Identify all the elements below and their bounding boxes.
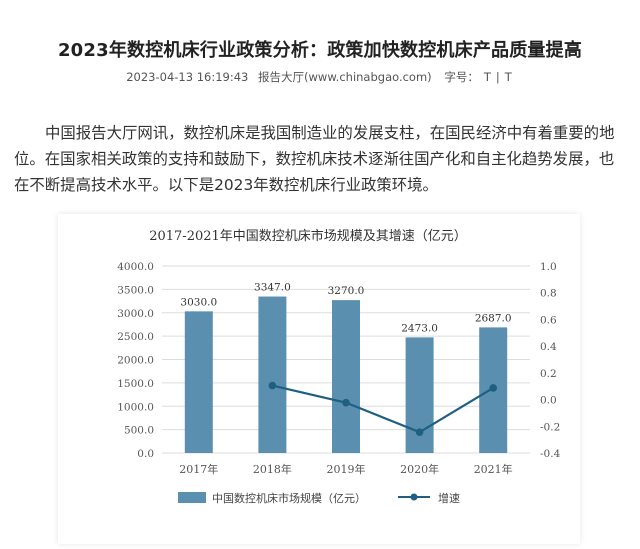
bar xyxy=(184,311,213,453)
x-tick-label: 2021年 xyxy=(474,462,513,476)
article-paragraph: 中国报告大厅网讯，数控机床是我国制造业的发展支柱，在国民经济中有着重要的地位。在… xyxy=(14,124,615,194)
y-right-tick-label: 0.6 xyxy=(540,314,557,326)
chart-title: 2017-2021年中国数控机床市场规模及其增速（亿元） xyxy=(149,228,467,244)
growth-point xyxy=(268,381,277,390)
y-left-tick-label: 2500.0 xyxy=(117,331,154,343)
growth-line xyxy=(272,384,494,434)
y-right-tick-label: 0.8 xyxy=(540,288,557,300)
font-size-control: 字号： T | T xyxy=(441,70,513,84)
y-right-tick-label: 0.0 xyxy=(540,395,557,407)
y-right-tick-label: 1.0 xyxy=(540,261,557,273)
growth-point xyxy=(415,428,424,436)
legend-line-label: 增速 xyxy=(438,491,460,505)
x-tick-label: 2017年 xyxy=(179,462,218,476)
y-left-tick-label: 2000.0 xyxy=(117,355,154,367)
y-right-tick-label: -0.4 xyxy=(540,448,561,460)
bar-value-label: 2687.0 xyxy=(475,312,512,324)
market-chart: 2017-2021年中国数控机床市场规模及其增速（亿元） 3030.0 3347.… xyxy=(58,214,580,544)
y-left-tick-label: 1500.0 xyxy=(117,378,154,390)
chart-legend: 中国数控机床市场规模（亿元） 增速 xyxy=(178,491,460,505)
legend-line-marker xyxy=(410,493,418,501)
bar-value-label: 2473.0 xyxy=(401,322,438,334)
x-tick-label: 2018年 xyxy=(253,462,292,476)
article-meta: 2023-04-13 16:19:43 报告大厅(www.chinabgao.c… xyxy=(0,69,640,85)
bar-value-label: 3030.0 xyxy=(180,296,217,308)
growth-point xyxy=(342,398,350,407)
y-right-tick-label: 0.2 xyxy=(540,368,557,380)
chart-svg: 2017-2021年中国数控机床市场规模及其增速（亿元） 3030.0 3347.… xyxy=(117,228,561,505)
y-right-tick-label: 0.4 xyxy=(540,341,557,353)
y-left-tick-label: 1000.0 xyxy=(117,401,154,413)
article-source[interactable]: 报告大厅(www.chinabgao.com) xyxy=(258,70,432,84)
bar-value-label: 3270.0 xyxy=(328,285,365,297)
bar xyxy=(332,300,360,453)
y-left-tick-label: 3500.0 xyxy=(117,284,154,296)
legend-bar-label: 中国数控机床市场规模（亿元） xyxy=(212,491,366,505)
y-left-tick-label: 0.0 xyxy=(137,448,154,460)
article-title: 2023年数控机床行业政策分析：政策加快数控机床产品质量提高 xyxy=(57,40,583,61)
publish-datetime: 2023-04-13 16:19:43 xyxy=(126,70,249,84)
font-size-separator: | xyxy=(495,70,500,84)
y-right-tick-label: -0.2 xyxy=(540,421,560,433)
bar xyxy=(258,296,287,453)
x-tick-label: 2019年 xyxy=(327,462,366,476)
y-left-tick-label: 4000.0 xyxy=(117,261,154,273)
x-tick-label: 2020年 xyxy=(400,462,439,476)
font-size-large[interactable]: T xyxy=(483,70,491,84)
font-size-label: 字号： xyxy=(444,70,479,84)
growth-point xyxy=(489,384,498,392)
y-left-tick-label: 3000.0 xyxy=(117,308,154,320)
y-left-tick-label: 500.0 xyxy=(124,425,154,437)
bar-value-label: 3347.0 xyxy=(254,282,291,294)
legend-bar-swatch xyxy=(178,492,206,503)
font-size-small[interactable]: T xyxy=(504,70,512,84)
